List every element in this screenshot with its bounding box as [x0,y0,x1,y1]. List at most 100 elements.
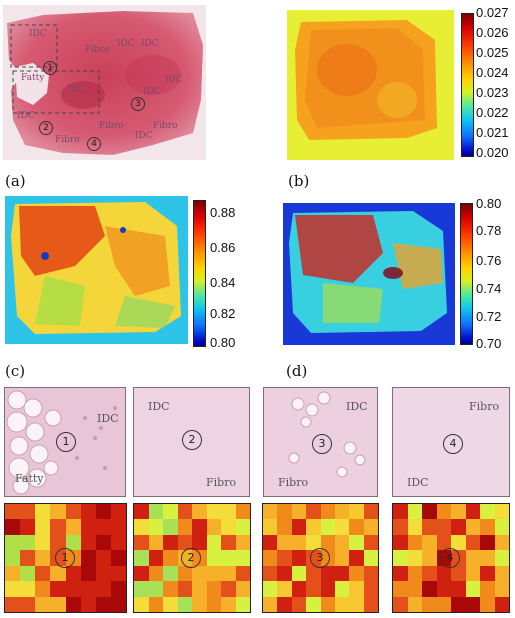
heatmap-cell [263,519,278,535]
heatmap-cell [494,565,509,582]
heatmap-cell [291,519,307,535]
heatmap-cell [465,504,480,520]
heatmap-cell [206,565,221,582]
colorbar-c-tick: 0.82 [210,306,236,321]
heatmap-cell [110,565,126,582]
heatmap-cell [436,519,451,535]
heatmap-cell [306,565,321,582]
heatmap-cell [320,519,335,535]
heatmap-cell [221,596,236,612]
map-c [5,196,188,344]
region-marker: 3 [131,97,145,111]
heatmap-cell [407,581,422,597]
heatmap-cell [221,550,236,566]
heatmap-cell [334,581,350,597]
heatmap-cell [50,581,66,597]
heatmap-cell [95,519,111,535]
heatmap-cell [363,581,378,597]
histology-1: 1 IDC Fatty [4,387,126,497]
heatmap-cell [320,596,335,612]
heatmap-cell [177,534,192,551]
heatmap-marker: 3 [310,548,330,568]
heatmap-cell [334,596,350,612]
heatmap-cell [20,565,36,582]
colorbar-d-tick: 0.80 [476,196,502,211]
panel-label-c: (c) [5,362,26,380]
histology-label: Fatty [15,472,44,485]
heatmap-cell [363,596,378,612]
heatmap-cell [221,504,236,520]
heatmap-cell [134,519,149,535]
heatmap-cell [50,504,66,520]
heatmap-cell [277,550,292,566]
heatmap-cell [235,596,250,612]
histology-label: IDC [97,412,119,425]
tissue-annotation: IDC [141,39,159,49]
heatmap-cell [494,534,509,551]
heatmap-cell [422,596,437,612]
colorbar-c-tick: 0.80 [210,335,236,350]
colorbar-b-tick: 0.020 [476,145,509,160]
heatmap-cell [465,519,480,535]
heatmap-cell [148,504,163,520]
heatmap-marker: 1 [55,548,75,568]
heatmap-cell [436,581,451,597]
heatmap-cell [393,504,408,520]
heatmap-cell [20,581,36,597]
heatmap-cell [5,565,21,582]
heatmap-cell [80,534,96,551]
heatmap-cell [192,596,207,612]
heatmap-cell [177,596,192,612]
heatmap-cell [451,504,466,520]
heatmap-cell [177,565,192,582]
heatmap-cell [320,504,335,520]
heatmap-cell [35,550,51,566]
heatmap-cell [235,519,250,535]
heatmap-cell [480,534,495,551]
heatmap-cell [422,534,437,551]
histology-marker: 3 [312,434,332,454]
histology-3: 3 IDC Fibro [263,387,378,497]
heatmap-cell [422,504,437,520]
heatmap-cell [451,565,466,582]
heatmap-cell [50,519,66,535]
heatmap-cell [110,581,126,597]
tissue-annotation: IDC [143,87,161,97]
heatmap-cell [110,534,126,551]
colorbar-b-tick: 0.026 [476,25,509,40]
heatmap-cell [177,519,192,535]
heatmap-cell [277,581,292,597]
heatmap-cell [363,550,378,566]
heatmap-cell [5,550,21,566]
heatmap-cell [263,581,278,597]
heatmap-cell [5,504,21,520]
heatmap-cell [480,550,495,566]
heatmap-cell [494,550,509,566]
heatmap-cell [480,565,495,582]
colorbar-d-tick: 0.70 [476,336,502,351]
heatmap-crop-4 [392,503,510,613]
heatmap-cell [320,581,335,597]
heatmap-cell [235,504,250,520]
heatmap-cell [148,565,163,582]
heatmap-cell [80,596,96,612]
map-b [287,10,454,160]
heatmap-cell [334,534,350,551]
heatmap-cell [334,519,350,535]
heatmap-cell [20,519,36,535]
histology-marker: 1 [56,432,76,452]
panel-label-a: (a) [5,172,26,190]
heatmap-cell [20,550,36,566]
heatmap-cell [436,565,451,582]
heatmap-cell [95,581,111,597]
heatmap-cell [480,504,495,520]
heatmap-cell [206,504,221,520]
heatmap-cell [206,581,221,597]
tissue-annotation: Fatty [21,73,45,83]
heatmap-cell [320,565,335,582]
heatmap-cell [80,519,96,535]
heatmap-cell [177,581,192,597]
heatmap-cell [349,550,364,566]
heatmap-cell [163,504,178,520]
histology-marker: 2 [182,430,202,450]
